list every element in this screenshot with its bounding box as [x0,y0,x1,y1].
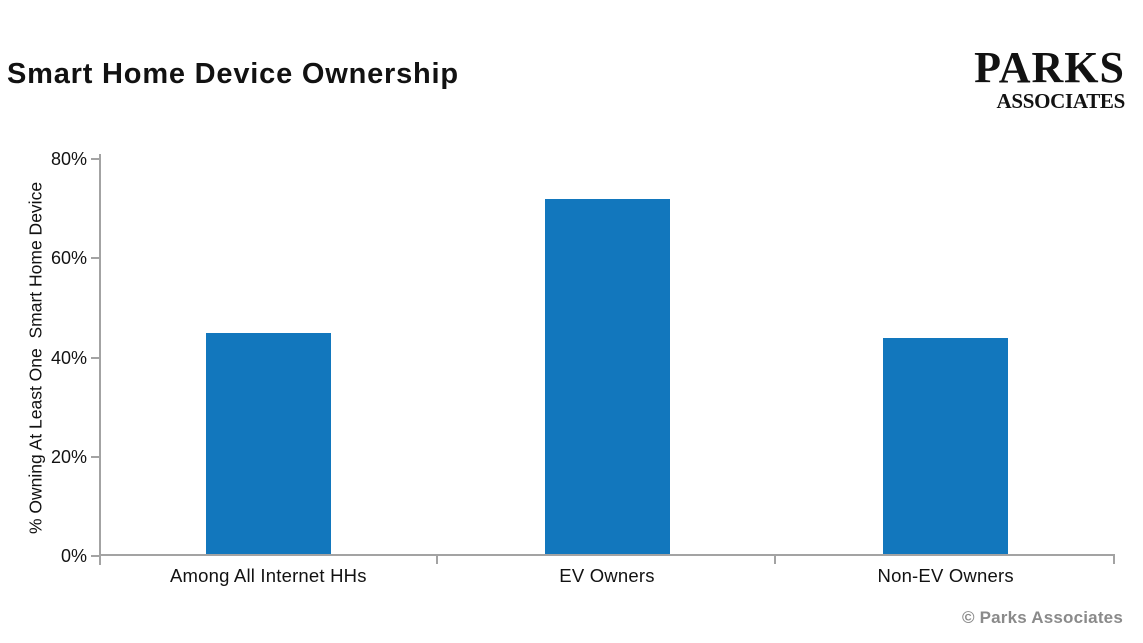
x-tick-mark [774,556,777,564]
y-tick-mark [91,257,99,260]
y-axis-line [99,154,101,565]
logo-parks-text: PARKS [974,43,1125,92]
y-tick-label: 60% [50,248,87,269]
x-axis-line [99,554,1115,556]
y-tick-mark [91,356,99,359]
bar [544,198,670,554]
y-tick-label: 20% [50,446,87,467]
chart-title: Smart Home Device Ownership [7,58,459,90]
bar [883,337,1009,554]
bar [205,332,331,554]
y-tick-mark [91,555,99,557]
y-tick-mark [91,455,99,458]
x-tick-mark [435,556,438,564]
copyright-text: © Parks Associates [961,608,1123,627]
y-tick-label: 0% [60,546,87,566]
parks-associates-logo: PARKS ASSOCIATES [974,46,1125,112]
x-axis-category-label: Among All Internet HHs [169,565,367,586]
x-axis-category-label: Non-EV Owners [877,565,1014,586]
x-axis-category-label: EV Owners [559,565,655,586]
y-tick-mark [91,158,99,160]
logo-associates-text: ASSOCIATES [996,89,1126,113]
y-tick-label: 80% [50,149,87,169]
x-tick-mark [1113,556,1115,564]
plot-area: 0% 20% 40% 60% 80% Among All Internet HHs EV … [51,149,1115,586]
y-tick-label: 40% [50,347,87,368]
